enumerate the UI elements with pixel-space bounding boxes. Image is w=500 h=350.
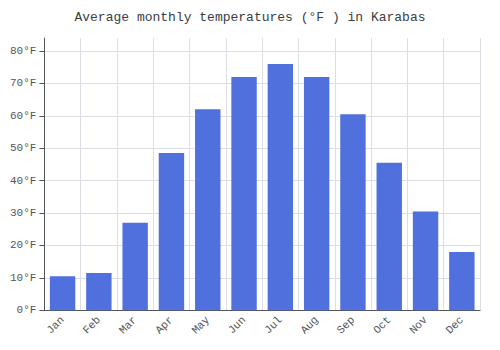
svg-text:May: May [190,314,213,337]
svg-text:Feb: Feb [81,314,103,336]
svg-text:0°F: 0°F [17,304,37,316]
svg-text:70°F: 70°F [10,77,36,89]
svg-text:30°F: 30°F [10,207,36,219]
svg-text:Dec: Dec [444,314,466,336]
svg-text:Apr: Apr [153,314,175,336]
svg-text:Aug: Aug [298,314,320,336]
svg-text:Jan: Jan [44,314,66,336]
svg-text:Average monthly temperatures (: Average monthly temperatures (°F ) in Ka… [74,10,425,25]
svg-text:Sep: Sep [335,314,357,336]
svg-text:20°F: 20°F [10,239,36,251]
svg-text:Oct: Oct [371,314,393,336]
svg-text:50°F: 50°F [10,142,36,154]
svg-text:Nov: Nov [407,314,430,337]
svg-text:40°F: 40°F [10,175,36,187]
svg-text:Jun: Jun [226,314,248,336]
svg-text:60°F: 60°F [10,110,36,122]
svg-text:80°F: 80°F [10,45,36,57]
svg-text:10°F: 10°F [10,272,36,284]
svg-text:Jul: Jul [262,314,284,336]
svg-text:Mar: Mar [117,314,139,336]
